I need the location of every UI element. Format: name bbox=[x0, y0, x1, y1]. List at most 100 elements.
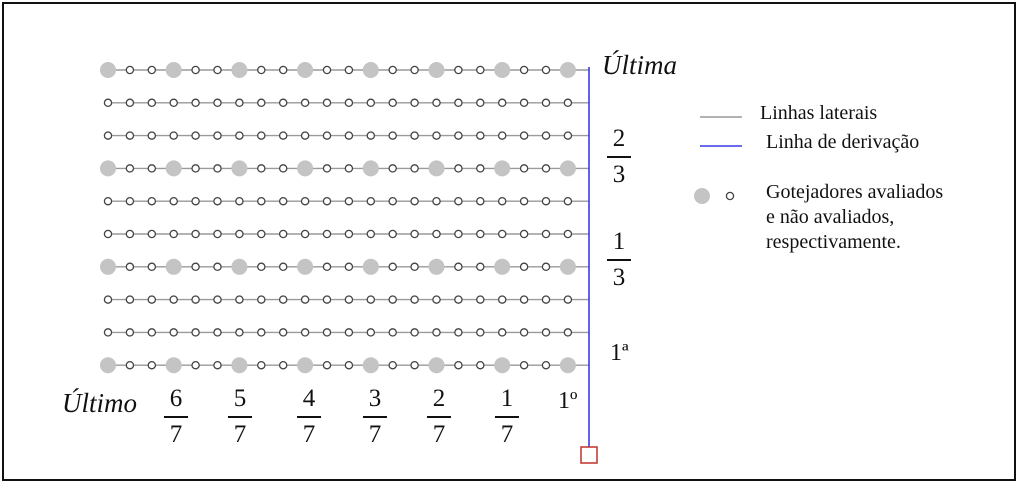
unevaluated-emitter bbox=[563, 229, 573, 239]
col-fraction-denominator: 7 bbox=[432, 421, 446, 448]
evaluated-emitter bbox=[297, 258, 314, 275]
unevaluated-emitter bbox=[366, 131, 376, 140]
unevaluated-emitter bbox=[257, 164, 266, 173]
evaluated-emitter bbox=[559, 258, 576, 275]
unevaluated-emitter bbox=[476, 328, 485, 337]
col-fraction-denominator: 7 bbox=[302, 421, 316, 448]
legend-emitters-line2: e não avaliados, bbox=[766, 206, 895, 228]
unevaluated-emitter bbox=[497, 328, 507, 337]
unevaluated-emitter bbox=[563, 131, 573, 140]
evaluated-emitter bbox=[100, 258, 116, 275]
fraction-bar bbox=[427, 416, 451, 418]
unevaluated-emitter bbox=[169, 98, 178, 108]
unevaluated-emitter bbox=[454, 295, 463, 304]
unevaluated-emitter bbox=[278, 360, 288, 370]
unevaluated-emitter bbox=[213, 229, 222, 239]
unevaluated-emitter bbox=[432, 229, 441, 239]
unevaluated-emitter bbox=[191, 164, 200, 173]
unevaluated-emitter bbox=[541, 295, 551, 304]
legend-evaluated-emitter bbox=[694, 188, 710, 204]
unevaluated-emitter bbox=[388, 328, 397, 337]
unevaluated-emitter bbox=[147, 65, 157, 75]
unevaluated-emitter bbox=[344, 229, 354, 239]
fraction-bar bbox=[607, 259, 631, 261]
unevaluated-emitter bbox=[366, 295, 376, 304]
unevaluated-emitter bbox=[278, 98, 288, 108]
unevaluated-emitter bbox=[541, 131, 551, 140]
unevaluated-emitter bbox=[257, 295, 266, 304]
unevaluated-emitter bbox=[257, 328, 266, 337]
unevaluated-emitter bbox=[388, 131, 397, 140]
unevaluated-emitter bbox=[322, 360, 332, 370]
evaluated-emitter bbox=[362, 160, 379, 177]
unevaluated-emitter bbox=[497, 229, 507, 239]
evaluated-emitter bbox=[428, 258, 445, 275]
emitters bbox=[100, 62, 576, 374]
unevaluated-emitter bbox=[300, 328, 310, 337]
unevaluated-emitter bbox=[169, 131, 178, 140]
unevaluated-emitter bbox=[235, 196, 244, 206]
unevaluated-emitter bbox=[410, 262, 419, 272]
unevaluated-emitter bbox=[519, 295, 529, 304]
unevaluated-emitter bbox=[213, 295, 222, 304]
unevaluated-emitter bbox=[257, 196, 266, 206]
legend-marks bbox=[694, 116, 742, 204]
unevaluated-emitter bbox=[257, 98, 266, 108]
unevaluated-emitter bbox=[388, 295, 397, 304]
unevaluated-emitter bbox=[454, 262, 463, 272]
unevaluated-emitter bbox=[257, 360, 266, 370]
unevaluated-emitter bbox=[103, 328, 113, 337]
unevaluated-emitter bbox=[454, 65, 463, 75]
evaluated-emitter bbox=[362, 62, 379, 78]
unevaluated-emitter bbox=[454, 229, 463, 239]
unevaluated-emitter bbox=[432, 196, 441, 206]
unevaluated-emitter bbox=[257, 65, 266, 75]
unevaluated-emitter bbox=[278, 262, 288, 272]
evaluated-emitter bbox=[165, 258, 182, 275]
unevaluated-emitter bbox=[191, 98, 200, 108]
unevaluated-emitter bbox=[410, 229, 419, 239]
unevaluated-emitter bbox=[519, 229, 529, 239]
unevaluated-emitter bbox=[169, 328, 178, 337]
unevaluated-emitter bbox=[278, 229, 288, 239]
unevaluated-emitter bbox=[147, 262, 157, 272]
row-label-one-third: 1 3 bbox=[604, 227, 634, 293]
unevaluated-emitter bbox=[300, 196, 310, 206]
col-fraction-denominator: 7 bbox=[169, 421, 183, 448]
unevaluated-emitter bbox=[366, 98, 376, 108]
unevaluated-emitter bbox=[213, 196, 222, 206]
evaluated-emitter bbox=[231, 160, 248, 177]
col-fraction-denominator: 7 bbox=[500, 421, 514, 448]
unevaluated-emitter bbox=[344, 131, 354, 140]
unevaluated-emitter bbox=[541, 360, 551, 370]
unevaluated-emitter bbox=[147, 98, 157, 108]
unevaluated-emitter bbox=[125, 65, 135, 75]
unevaluated-emitter bbox=[541, 328, 551, 337]
unevaluated-emitter bbox=[432, 295, 441, 304]
unevaluated-emitter bbox=[257, 229, 266, 239]
row-two-thirds-denominator: 3 bbox=[612, 161, 626, 188]
unevaluated-emitter bbox=[344, 164, 354, 173]
unevaluated-emitter bbox=[476, 98, 485, 108]
evaluated-emitter bbox=[231, 357, 248, 374]
unevaluated-emitter bbox=[497, 131, 507, 140]
unevaluated-emitter bbox=[410, 196, 419, 206]
col-fraction-denominator: 7 bbox=[368, 421, 382, 448]
unevaluated-emitter bbox=[191, 295, 200, 304]
unevaluated-emitter bbox=[103, 131, 113, 140]
legend-lateral-label: Linhas laterais bbox=[760, 102, 878, 124]
unevaluated-emitter bbox=[235, 328, 244, 337]
unevaluated-emitter bbox=[125, 196, 135, 206]
col-fraction-numerator: 3 bbox=[368, 385, 382, 412]
evaluated-emitter bbox=[559, 160, 576, 177]
unevaluated-emitter bbox=[278, 65, 288, 75]
unevaluated-emitter bbox=[519, 98, 529, 108]
unevaluated-emitter bbox=[125, 328, 135, 337]
unevaluated-emitter bbox=[191, 196, 200, 206]
unevaluated-emitter bbox=[278, 164, 288, 173]
unevaluated-emitter bbox=[213, 328, 222, 337]
unevaluated-emitter bbox=[125, 98, 135, 108]
